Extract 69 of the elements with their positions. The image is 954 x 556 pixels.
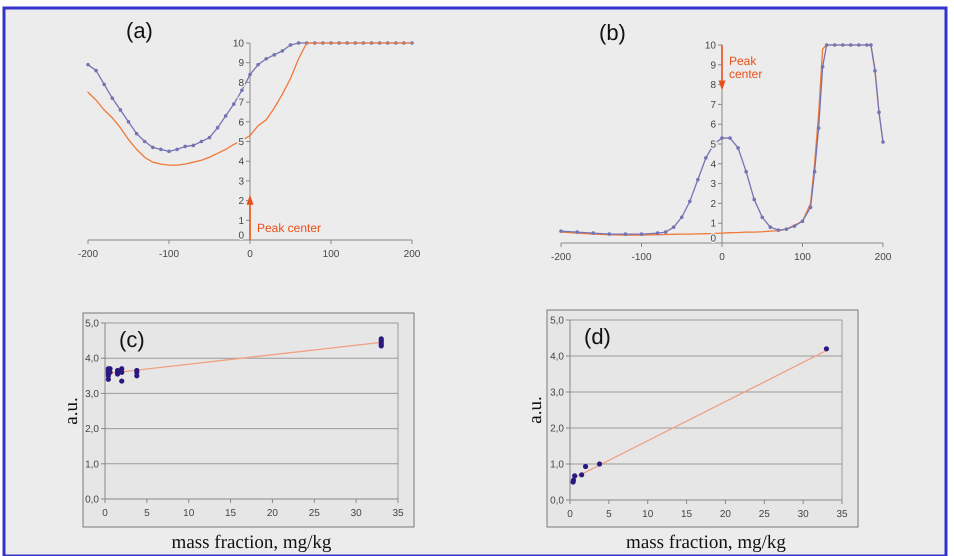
x-tick-label: 25 <box>758 509 770 520</box>
annotation: (b) <box>599 20 626 45</box>
annotation: Peak center <box>729 54 762 81</box>
y-tick-label: 1 <box>238 216 244 227</box>
y-tick-label: 0,0 <box>550 496 564 506</box>
y-tick-label: 10 <box>232 38 244 50</box>
y-tick-label: 6 <box>238 117 244 128</box>
x-tick-label: 0 <box>567 509 574 520</box>
y-tick-label: 7 <box>710 100 716 111</box>
y-tick-label: 5,0 <box>550 316 564 326</box>
x-tick-label: 20 <box>720 509 732 520</box>
y-tick-label: 3,0 <box>550 388 564 398</box>
y-tick-label: 1 <box>710 218 716 230</box>
y-tick-label: 4,0 <box>550 352 564 362</box>
x-tick-label: 5 <box>144 508 150 519</box>
x-tick-label: 0 <box>719 252 726 263</box>
x-tick-label: 0 <box>247 249 254 260</box>
x-axis-title: mass fraction, mg/kg <box>172 532 332 553</box>
y-tick-label: 6 <box>710 120 716 131</box>
annotation: (a) <box>126 18 153 43</box>
x-tick-label: 35 <box>836 509 848 520</box>
x-tick-label: 15 <box>225 508 237 519</box>
y-axis-title: a.u. <box>61 397 82 425</box>
x-tick-label: 20 <box>266 508 278 519</box>
y-tick-label: 2,0 <box>85 424 100 436</box>
x-tick-label: -100 <box>158 249 180 260</box>
y-tick-label: 4 <box>710 159 716 170</box>
x-tick-label: 200 <box>874 252 892 263</box>
y-tick-label: 4 <box>238 156 244 168</box>
x-tick-label: 25 <box>308 508 320 519</box>
x-axis-title: mass fraction, mg/kg <box>626 532 786 553</box>
y-tick-label: 8 <box>710 80 716 92</box>
y-tick-label: 9 <box>710 60 716 72</box>
y-tick-label: 9 <box>238 58 244 70</box>
y-tick-label: 0,0 <box>85 494 100 506</box>
annotation: Peak center <box>257 221 322 236</box>
y-tick-label: 0 <box>238 230 244 242</box>
x-tick-label: 30 <box>798 509 810 520</box>
y-tick-label: 2 <box>238 196 244 208</box>
y-tick-label: 5 <box>710 140 716 150</box>
y-tick-label: 2 <box>710 198 716 210</box>
x-tick-label: -200 <box>550 252 572 263</box>
annotation: (c) <box>119 327 145 352</box>
x-tick-label: 200 <box>404 249 421 260</box>
x-tick-label: -100 <box>631 252 652 263</box>
y-tick-label: 7 <box>238 98 244 109</box>
y-tick-label: 4,0 <box>85 354 100 365</box>
x-tick-label: 100 <box>794 252 812 263</box>
x-tick-label: -200 <box>78 249 98 260</box>
x-tick-label: 35 <box>392 508 404 519</box>
y-tick-label: 10 <box>704 40 716 52</box>
x-tick-label: 15 <box>681 509 693 520</box>
y-tick-label: 2,0 <box>550 424 564 434</box>
y-tick-label: 3 <box>710 179 716 190</box>
y-tick-label: 8 <box>238 78 244 89</box>
x-tick-label: 100 <box>322 249 340 260</box>
y-tick-label: 3 <box>238 176 244 188</box>
y-tick-label: 1,0 <box>85 459 100 470</box>
y-tick-label: 5,0 <box>85 318 100 330</box>
x-tick-label: 10 <box>642 509 654 520</box>
x-tick-label: 30 <box>350 508 362 519</box>
y-tick-label: 3,0 <box>85 388 100 400</box>
x-tick-label: 0 <box>102 508 108 519</box>
y-axis-title: a.u. <box>525 396 546 424</box>
annotation: (d) <box>584 324 611 349</box>
x-tick-label: 5 <box>606 509 612 520</box>
y-tick-label: 1,0 <box>550 460 564 470</box>
x-tick-label: 10 <box>183 508 195 519</box>
y-tick-label: 0 <box>710 234 716 244</box>
